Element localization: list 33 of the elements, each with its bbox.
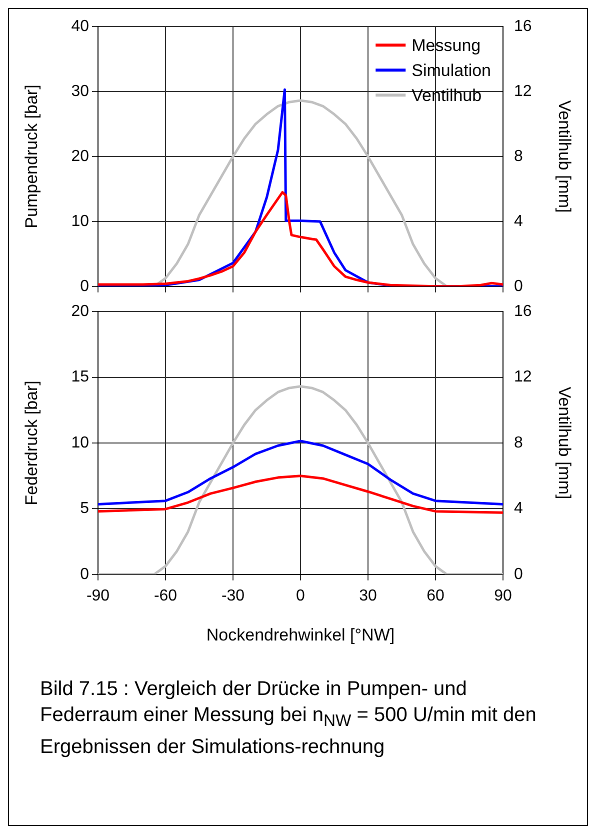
y-tick-label: 5 <box>80 500 90 518</box>
y-axis-title: Federdruck [bar] <box>22 380 41 506</box>
y2-axis-title: Ventilhub [mm] <box>555 386 574 500</box>
y-tick-label: 20 <box>71 148 90 165</box>
y2-tick-label: 8 <box>514 148 523 165</box>
x-axis-title: Nockendrehwinkel [°NW] <box>206 625 395 644</box>
x-tick-label: 30 <box>359 587 377 604</box>
y-tick-label: 20 <box>71 303 90 320</box>
y2-tick-label: 4 <box>514 500 523 518</box>
y-tick-label: 0 <box>80 278 90 295</box>
y2-tick-label: 8 <box>514 434 523 452</box>
y2-tick-label: 0 <box>514 566 523 583</box>
y-tick-label: 40 <box>71 18 90 36</box>
y2-tick-label: 4 <box>514 212 523 230</box>
y-axis-title: Pumpendruck [bar] <box>22 84 41 228</box>
y2-tick-label: 0 <box>514 278 523 295</box>
x-tick-label: -90 <box>86 587 110 604</box>
y2-tick-label: 12 <box>514 368 532 386</box>
y2-tick-label: 12 <box>514 82 532 100</box>
x-tick-label: -30 <box>221 587 245 604</box>
y2-tick-label: 16 <box>514 18 532 36</box>
x-tick-label: 90 <box>494 587 512 604</box>
y-tick-label: 30 <box>71 82 90 100</box>
y-tick-label: 15 <box>71 368 90 386</box>
y2-tick-label: 16 <box>514 303 532 320</box>
x-tick-label: 0 <box>296 587 306 604</box>
text: Bild 7.15 : Vergleich der Drücke in Pumpen- und Federraum einer Messung bei n$_{NW}$ = 500 U/min mit den Ergebnissen der Simulations-rechnung <box>40 677 538 760</box>
x-tick-label: -60 <box>154 587 178 604</box>
y-tick-label: 0 <box>80 566 90 583</box>
y2-axis-title: Ventilhub [mm] <box>555 100 574 213</box>
y-tick-label: 10 <box>71 212 90 230</box>
y-tick-label: 10 <box>71 434 90 452</box>
x-tick-label: 60 <box>426 587 444 604</box>
